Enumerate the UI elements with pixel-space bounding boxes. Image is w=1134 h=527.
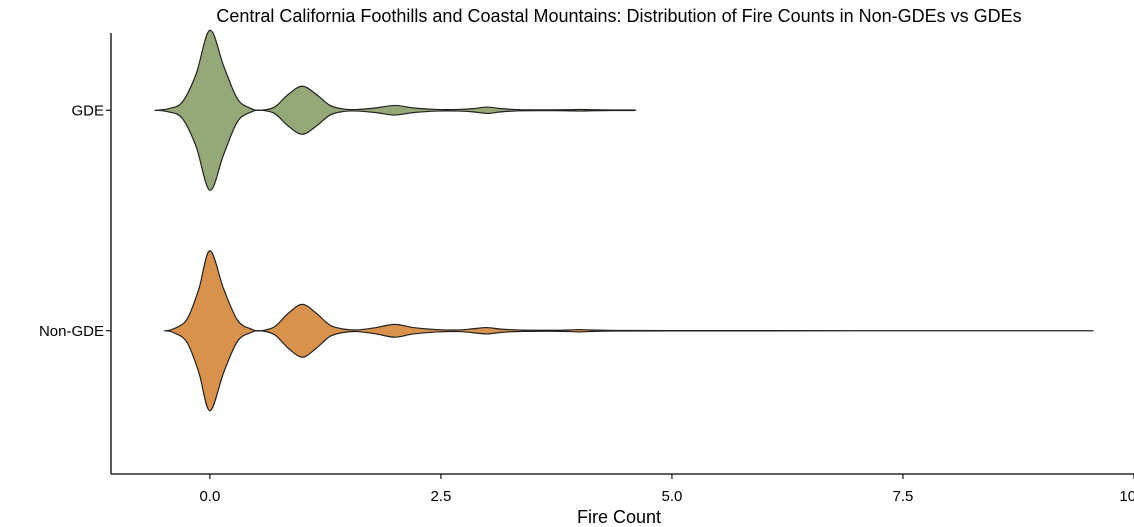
y-tick-label-non-gde: Non-GDE (39, 323, 104, 340)
x-tick-label: 7.5 (893, 488, 914, 505)
violin-gde (154, 29, 637, 191)
x-tick-label: 0.0 (199, 488, 220, 505)
y-tick-label-gde: GDE (71, 102, 104, 119)
violin-group (154, 29, 1095, 412)
chart-title: Central California Foothills and Coastal… (216, 6, 1021, 26)
x-tick-label: 2.5 (430, 488, 451, 505)
axes: GDE Non-GDE 0.0 2.5 5.0 7.5 10.0 (39, 33, 1134, 505)
x-axis-title: Fire Count (577, 507, 661, 527)
violin-non-gde (163, 250, 1095, 412)
x-tick-label: 10.0 (1119, 488, 1134, 505)
x-tick-label: 5.0 (662, 488, 683, 505)
